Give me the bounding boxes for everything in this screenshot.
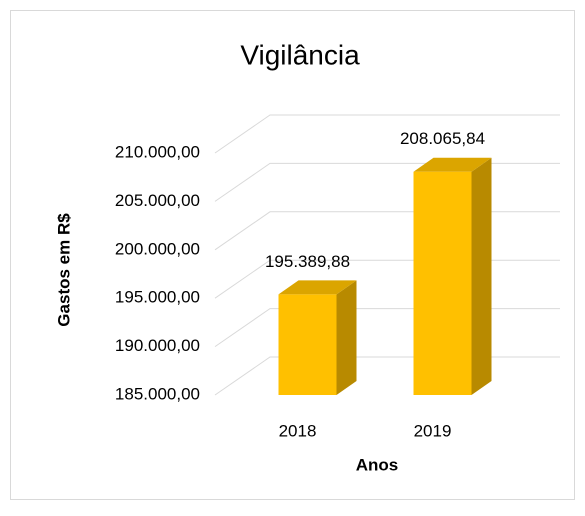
bar-side [336,280,357,395]
y-tick-label: 195.000,00 [115,288,200,307]
chart-title: Vigilância [240,39,360,70]
bar [413,171,472,395]
y-tick-label: 185.000,00 [115,384,200,403]
y-tick-label: 200.000,00 [115,239,200,258]
bar-side [471,157,492,395]
x-tick-label: 2018 [279,421,317,440]
x-axis-label: Anos [356,455,399,474]
x-tick-label: 2019 [414,421,452,440]
y-tick-label: 205.000,00 [115,191,200,210]
bar [278,294,337,395]
data-label: 195.389,88 [265,252,350,271]
y-tick-label: 190.000,00 [115,336,200,355]
y-axis-label: Gastos em R$ [54,213,73,327]
bar-top [278,280,357,295]
data-label: 208.065,84 [400,129,485,148]
bar-top [413,157,492,172]
grid-line [214,114,560,154]
y-tick-label: 210.000,00 [115,142,200,161]
